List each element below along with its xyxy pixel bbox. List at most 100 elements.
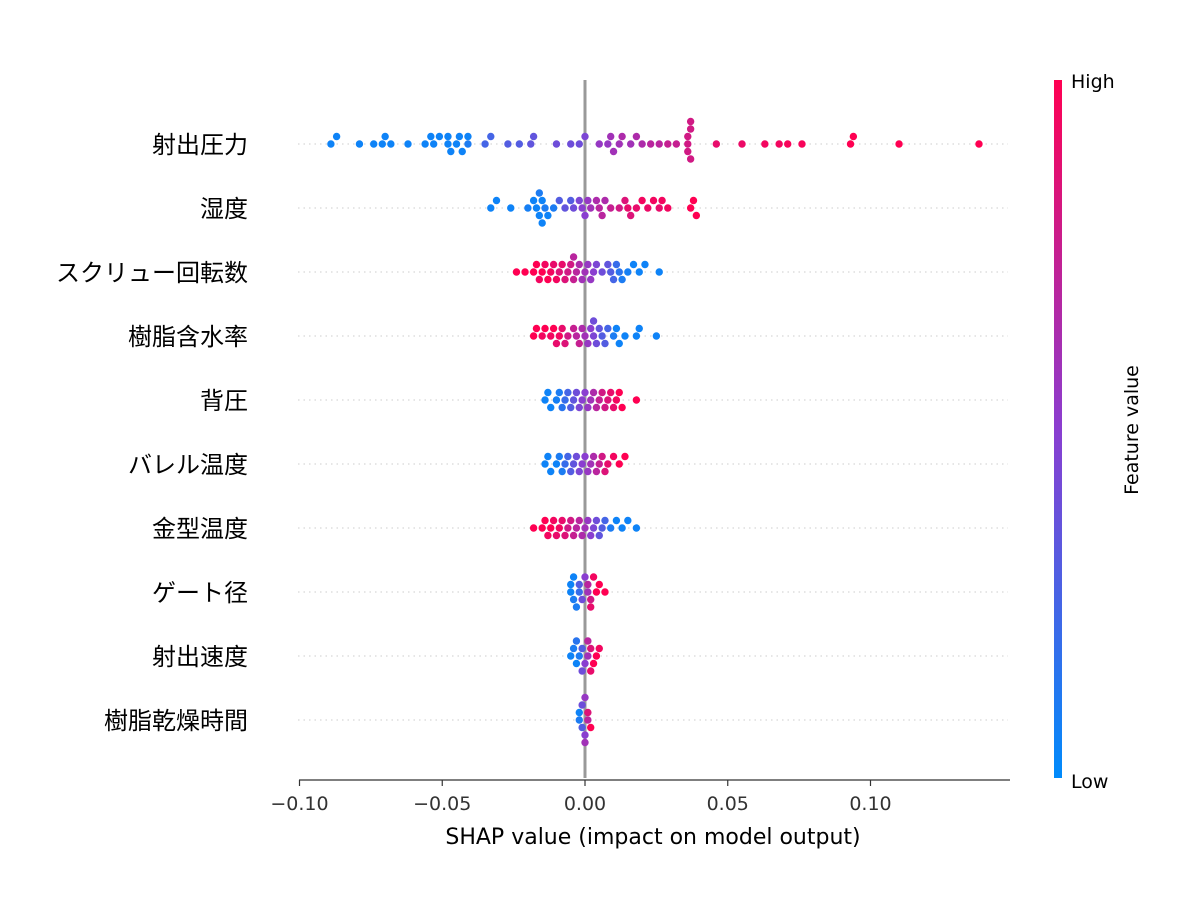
data-point xyxy=(507,204,515,212)
data-point xyxy=(581,659,589,668)
data-point xyxy=(587,723,595,732)
colorbar xyxy=(1054,80,1062,778)
data-point xyxy=(672,140,681,148)
data-point xyxy=(547,524,555,532)
data-point xyxy=(606,132,615,141)
colorbar-high-label: High xyxy=(1071,71,1115,93)
data-point xyxy=(655,204,663,212)
data-point xyxy=(572,659,581,668)
data-point xyxy=(581,452,589,461)
data-point xyxy=(644,204,652,212)
data-point xyxy=(849,132,858,141)
data-point xyxy=(598,524,606,532)
data-point xyxy=(578,723,586,732)
data-point xyxy=(632,204,641,212)
data-point xyxy=(598,268,606,276)
x-tick-label: −0.10 xyxy=(270,793,328,815)
data-point xyxy=(567,196,575,205)
data-point xyxy=(612,516,621,525)
data-point xyxy=(618,403,626,412)
data-point xyxy=(626,140,635,148)
data-point xyxy=(604,260,612,269)
data-point xyxy=(549,204,558,212)
data-point xyxy=(572,388,581,397)
data-point xyxy=(626,211,635,220)
data-point xyxy=(584,588,592,596)
data-point xyxy=(558,516,566,525)
feature-label: ゲート径 xyxy=(152,579,248,607)
data-point xyxy=(561,275,569,284)
data-point xyxy=(567,140,575,148)
data-point xyxy=(532,324,541,333)
data-point xyxy=(684,132,692,141)
data-point xyxy=(561,531,569,540)
data-point xyxy=(555,332,564,340)
data-point xyxy=(684,147,692,156)
data-point xyxy=(370,140,378,148)
data-point xyxy=(584,580,592,589)
data-point xyxy=(578,644,586,653)
data-point xyxy=(404,140,412,148)
data-point xyxy=(635,324,643,333)
data-point xyxy=(632,132,641,141)
data-point xyxy=(575,516,583,525)
data-point xyxy=(581,211,589,220)
data-point xyxy=(598,388,606,397)
data-point xyxy=(512,268,521,276)
colorbar-title: Feature value xyxy=(1121,365,1143,495)
data-point xyxy=(609,332,618,340)
data-point xyxy=(692,211,701,220)
data-point xyxy=(535,211,544,220)
data-point xyxy=(686,204,695,212)
data-point xyxy=(558,324,566,333)
data-point xyxy=(549,324,558,333)
data-point xyxy=(529,132,538,141)
feature-label: 金型温度 xyxy=(152,515,248,543)
data-point xyxy=(569,644,578,653)
data-point xyxy=(584,708,592,717)
data-point xyxy=(569,573,578,581)
data-point xyxy=(775,140,783,148)
data-point xyxy=(544,275,552,284)
data-point xyxy=(895,140,903,148)
data-point xyxy=(575,140,583,148)
data-point xyxy=(609,147,618,156)
data-point xyxy=(541,460,549,468)
data-point xyxy=(327,140,335,148)
data-point xyxy=(527,140,535,148)
data-point xyxy=(761,140,769,148)
data-point xyxy=(578,595,586,604)
data-point xyxy=(595,140,603,148)
feature-label: バレル温度 xyxy=(128,451,248,479)
data-point xyxy=(606,388,615,397)
data-point xyxy=(427,132,435,141)
data-point xyxy=(581,388,589,397)
data-point xyxy=(615,388,623,397)
data-point xyxy=(595,580,603,589)
data-point xyxy=(547,332,555,340)
data-point xyxy=(581,524,589,532)
data-point xyxy=(575,467,583,476)
data-point xyxy=(492,196,501,205)
data-point xyxy=(604,140,612,148)
data-point xyxy=(606,524,615,532)
data-point xyxy=(464,132,472,141)
data-point xyxy=(429,140,438,148)
data-point xyxy=(652,332,661,340)
data-point xyxy=(444,132,452,141)
data-point xyxy=(529,268,538,276)
data-point xyxy=(549,260,558,269)
data-point xyxy=(587,204,595,212)
data-point xyxy=(552,531,561,540)
data-point xyxy=(624,268,632,276)
data-point xyxy=(589,659,598,668)
data-point xyxy=(618,524,626,532)
data-point xyxy=(487,204,495,212)
data-point xyxy=(529,332,538,340)
data-point xyxy=(592,516,601,525)
data-point xyxy=(541,204,549,212)
data-point xyxy=(544,452,552,461)
data-point xyxy=(618,132,626,141)
data-point xyxy=(595,460,603,468)
